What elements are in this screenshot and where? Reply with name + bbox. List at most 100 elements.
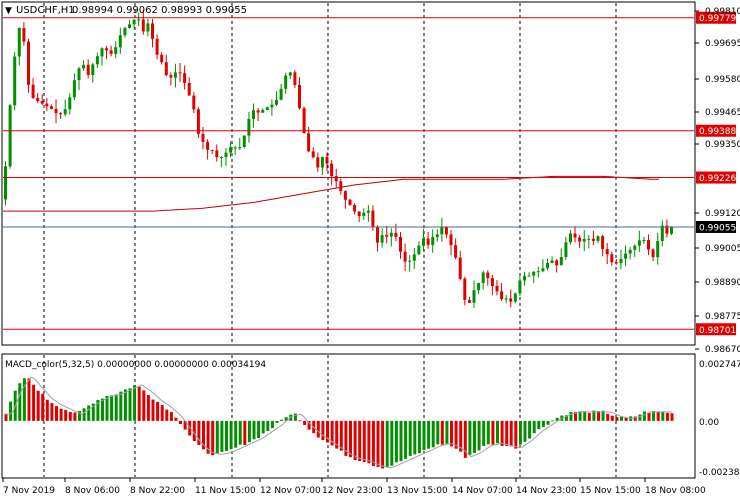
bullish-candle — [247, 118, 251, 136]
collapse-toggle-icon[interactable]: ▼ — [5, 6, 12, 16]
bullish-candle — [137, 19, 141, 21]
macd-bar — [110, 395, 114, 421]
bearish-candle — [426, 238, 430, 245]
bullish-candle — [8, 105, 12, 167]
bullish-candle — [633, 245, 637, 250]
macd-bar — [101, 398, 104, 421]
bullish-candle — [624, 253, 628, 259]
macd-bar — [316, 420, 320, 438]
macd-histogram — [4, 378, 674, 469]
bullish-candle — [431, 237, 435, 245]
macd-bar — [59, 408, 63, 421]
macd-bar — [261, 420, 265, 434]
bearish-candle — [86, 64, 90, 75]
macd-bar — [459, 420, 463, 452]
macd-bar — [647, 412, 651, 421]
bearish-candle — [495, 286, 499, 292]
macd-bar — [482, 420, 486, 446]
bullish-candle — [63, 109, 67, 115]
macd-bar — [206, 420, 210, 454]
price-tick-label: 0.99350 — [705, 140, 740, 150]
level-price-label: 0.98701 — [699, 326, 736, 336]
macd-bar — [27, 378, 31, 421]
time-axis: 7 Nov 2019 8 Nov 06:00 8 Nov 22:00 11 Nov 1… — [2, 478, 706, 496]
macd-bar — [661, 411, 665, 421]
bullish-candle — [132, 19, 136, 25]
macd-bar — [371, 420, 375, 466]
bearish-candle — [27, 41, 30, 85]
bearish-candle — [486, 272, 490, 279]
macd-bar — [128, 388, 132, 421]
bullish-candle — [118, 35, 122, 48]
level-price-label: 0.99226 — [699, 174, 736, 184]
bullish-candle — [82, 64, 86, 69]
bearish-candle — [36, 98, 40, 101]
time-tick-label: 8 Nov 22:00 — [130, 486, 185, 496]
bullish-candle — [270, 104, 274, 108]
macd-bar — [192, 420, 196, 441]
macd-bar — [523, 420, 527, 442]
bullish-candle — [477, 283, 481, 291]
macd-bar — [569, 412, 573, 421]
bearish-candle — [256, 110, 260, 113]
macd-bar — [211, 420, 215, 456]
bullish-candle — [279, 88, 283, 100]
bullish-candle — [95, 56, 99, 65]
macd-bar — [252, 420, 256, 440]
time-tick-label: 12 Nov 07:00 — [260, 486, 321, 496]
macd-bar — [587, 413, 591, 421]
bearish-candle — [385, 235, 389, 237]
bullish-candle — [527, 275, 531, 277]
macd-bar — [537, 420, 541, 430]
bullish-candle — [261, 110, 265, 113]
bearish-candle — [169, 75, 173, 78]
bullish-candle — [100, 48, 104, 57]
bullish-candle — [91, 64, 95, 75]
bearish-candle — [40, 101, 44, 104]
bearish-candle — [215, 150, 219, 158]
macd-bar — [18, 383, 22, 421]
bullish-candle — [559, 257, 563, 266]
horizontal-levels[interactable]: 0.99779 0.99388 0.99226 0.98701 — [3, 11, 736, 336]
time-tick-label: 11 Nov 15:00 — [195, 486, 256, 496]
macd-bar — [64, 410, 68, 421]
bearish-candle — [160, 54, 164, 63]
macd-bar — [381, 420, 385, 469]
bearish-candle — [334, 176, 338, 182]
macd-bar — [422, 420, 426, 451]
macd-bar — [417, 420, 421, 454]
macd-bar — [169, 412, 173, 421]
time-tick-label: 18 Nov 08:00 — [645, 486, 706, 496]
bullish-candle — [275, 99, 278, 105]
bearish-candle — [196, 109, 200, 134]
macd-indicator-label: MACD_color(5,32,5) 0.00000000 0.00000000… — [5, 360, 266, 370]
macd-bar — [275, 420, 279, 423]
macd-bar — [445, 420, 449, 444]
macd-bar — [390, 420, 394, 466]
bullish-candle — [550, 260, 554, 264]
macd-bar — [68, 412, 72, 421]
macd-bar — [225, 420, 228, 451]
macd-bar — [266, 420, 270, 431]
macd-bar — [606, 413, 610, 421]
macd-bar — [394, 420, 398, 463]
bullish-candle — [128, 24, 131, 28]
macd-bar — [597, 411, 600, 421]
bearish-candle — [183, 73, 187, 83]
bullish-candle — [389, 232, 393, 237]
bullish-candle — [146, 23, 150, 32]
bearish-candle — [578, 237, 582, 242]
macd-bar — [41, 393, 45, 421]
macd-bar — [22, 378, 26, 421]
macd-bar — [188, 420, 192, 436]
bearish-candle — [353, 205, 357, 212]
bearish-candle — [555, 260, 559, 266]
bullish-candle — [670, 227, 673, 234]
macd-bar — [541, 420, 545, 428]
time-tick-label: 8 Nov 06:00 — [65, 486, 120, 496]
macd-tick-label: 0.00 — [699, 418, 719, 428]
macd-bar — [551, 420, 555, 422]
macd-bar — [670, 413, 674, 421]
bullish-candle — [564, 242, 568, 257]
